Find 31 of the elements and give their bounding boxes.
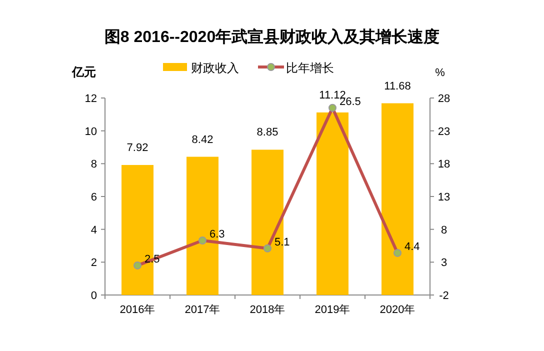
x-tick-label: 2018年 <box>250 304 286 316</box>
y2-tick-label: 28 <box>438 93 450 105</box>
y-tick-label: 8 <box>90 158 97 171</box>
data-label: 8.42 <box>192 134 214 146</box>
y2-tick-label: 8 <box>440 224 448 236</box>
x-tick-label: 2019年 <box>314 304 350 316</box>
y-tick-label: 0 <box>90 290 97 302</box>
data-label: 26.5 <box>340 96 361 108</box>
y2-tick-label: 23 <box>438 126 450 138</box>
x-tick-label: 2020年 <box>380 304 416 316</box>
y-tick-label: 12 <box>84 93 97 105</box>
y-axis-title: 亿元 <box>71 65 96 79</box>
chart-title: 图8 2016--2020年武宣县财政收入及其增长速度 <box>104 27 440 46</box>
x-tick-label: 2016年 <box>120 304 156 316</box>
data-label: 2.5 <box>144 253 160 266</box>
data-label: 8.85 <box>256 126 278 139</box>
y2-tick-label: 3 <box>440 257 448 270</box>
y2-axis-title: % <box>435 67 446 79</box>
legend-label: 比年增长 <box>286 61 334 75</box>
data-label: 11.68 <box>384 80 411 92</box>
x-tick-label: 2017年 <box>184 304 220 316</box>
y-tick-label: 10 <box>84 126 97 138</box>
y2-tick-label: -2 <box>439 290 449 302</box>
legend-label: 财政收入 <box>191 61 239 75</box>
y2-tick-label: 13 <box>438 192 450 204</box>
y2-tick-label: 18 <box>438 158 450 171</box>
y-tick-label: 2 <box>90 257 97 270</box>
y-tick-label: 4 <box>90 224 97 236</box>
bar <box>316 112 348 295</box>
data-label: 7.92 <box>126 142 148 154</box>
y-tick-label: 6 <box>90 192 97 204</box>
